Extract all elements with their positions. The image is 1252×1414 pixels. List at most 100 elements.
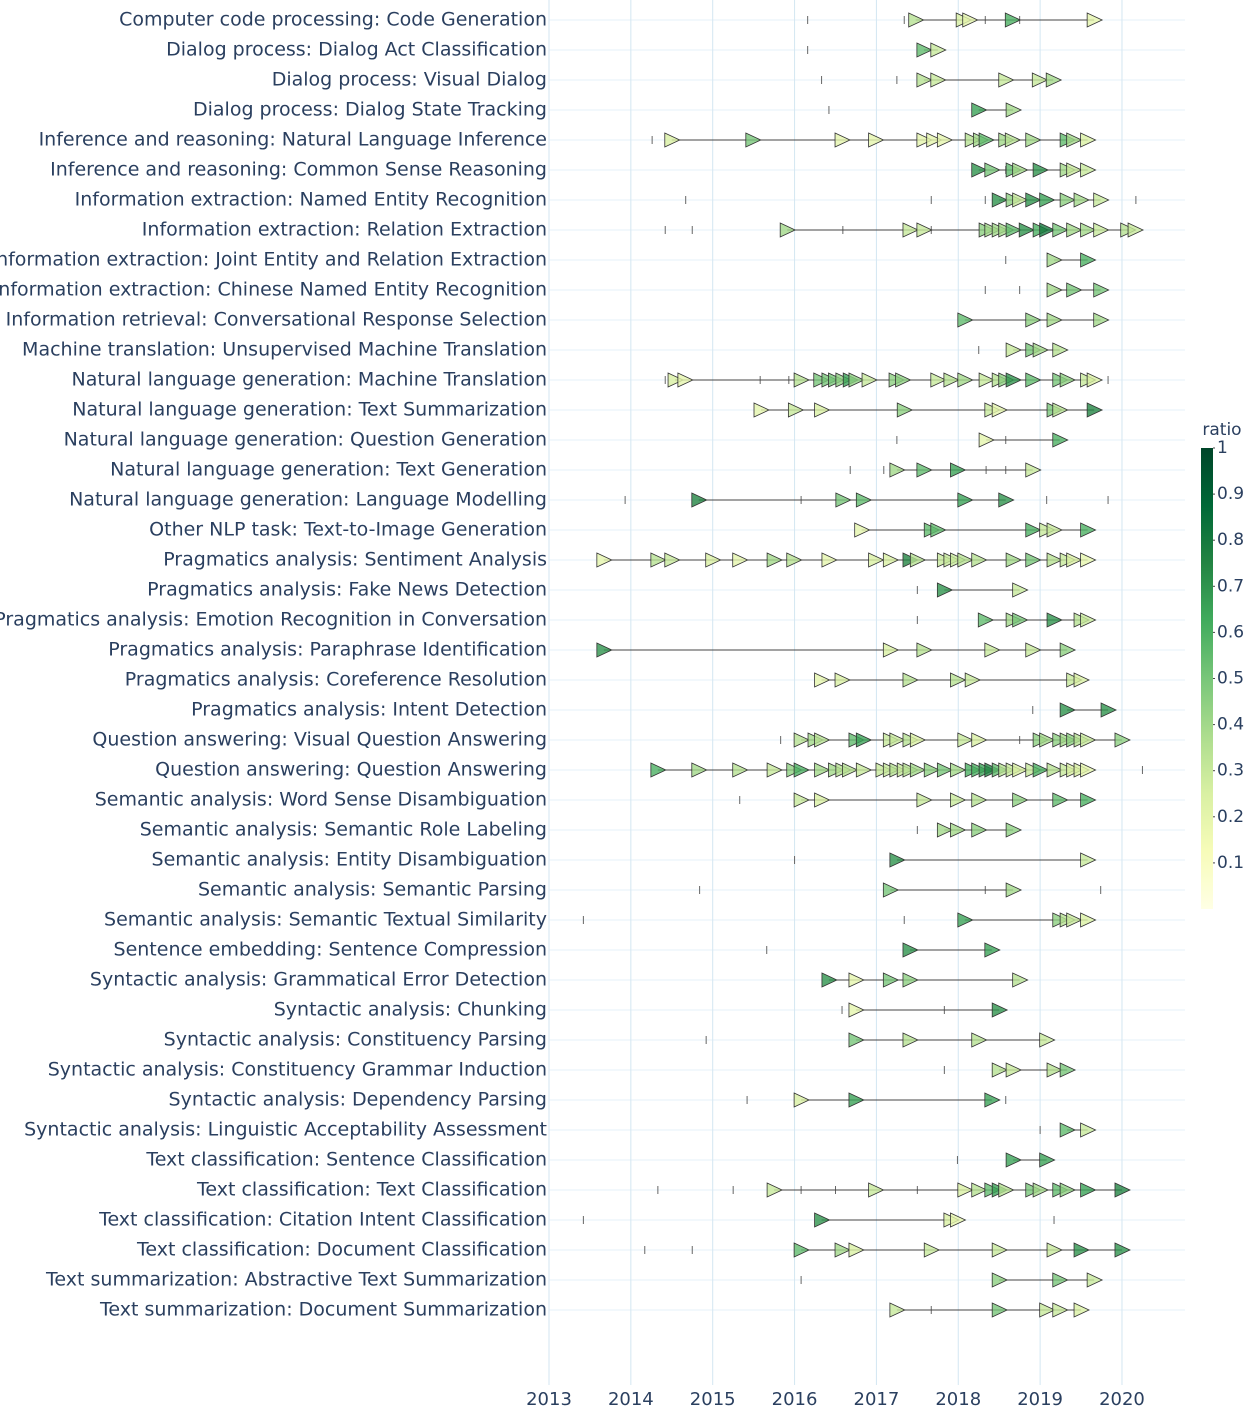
x-tick-label: 2013 bbox=[526, 1389, 572, 1410]
sota-marker bbox=[971, 102, 988, 118]
sota-marker bbox=[909, 762, 927, 778]
sota-marker bbox=[1025, 522, 1042, 538]
sota-marker bbox=[1086, 1272, 1104, 1288]
sota-marker bbox=[926, 132, 943, 148]
sota-marker bbox=[1005, 822, 1023, 838]
y-tick-label: Text classification: Citation Intent Cla… bbox=[98, 1209, 547, 1231]
y-tick-label: Syntactic analysis: Dependency Parsing bbox=[169, 1089, 547, 1111]
sota-marker bbox=[936, 582, 954, 598]
sota-marker bbox=[1066, 132, 1083, 148]
sota-marker bbox=[1093, 312, 1110, 328]
x-tick-label: 2017 bbox=[854, 1389, 900, 1410]
colorbar-tick-label: 0.2 bbox=[1217, 807, 1244, 827]
sota-marker bbox=[902, 972, 919, 988]
sota-marker bbox=[971, 552, 988, 568]
y-tick-label: Syntactic analysis: Grammatical Error De… bbox=[90, 969, 547, 991]
sota-marker bbox=[1093, 282, 1110, 298]
sota-marker bbox=[855, 762, 873, 778]
sota-marker bbox=[1086, 402, 1104, 418]
sota-marker bbox=[957, 312, 974, 328]
y-tick-label: Computer code processing: Code Generatio… bbox=[119, 9, 547, 31]
sota-marker bbox=[821, 552, 838, 568]
sota-marker bbox=[1005, 882, 1023, 898]
colorbar-tick-label: 0.1 bbox=[1217, 853, 1244, 873]
y-tick-label: Information retrieval: Conversational Re… bbox=[6, 309, 547, 331]
sota-marker bbox=[1032, 162, 1050, 178]
sota-marker bbox=[902, 672, 919, 688]
sota-marker bbox=[936, 762, 954, 778]
sota-marker bbox=[1073, 1242, 1090, 1258]
sota-marker bbox=[1059, 702, 1077, 718]
sota-marker bbox=[971, 732, 988, 748]
sota-marker bbox=[930, 522, 947, 538]
sota-marker bbox=[691, 492, 708, 508]
sota-marker bbox=[1046, 282, 1063, 298]
sota-marker bbox=[1080, 552, 1097, 568]
sota-marker bbox=[1052, 1302, 1069, 1318]
sota-marker bbox=[991, 1062, 1009, 1078]
sota-marker bbox=[916, 792, 933, 808]
sota-marker bbox=[664, 132, 681, 148]
sota-marker bbox=[1073, 192, 1090, 208]
sota-marker bbox=[978, 372, 996, 388]
sota-marker bbox=[936, 822, 954, 838]
sota-marker bbox=[984, 942, 1001, 958]
y-tick-label: Natural language generation: Question Ge… bbox=[64, 429, 547, 451]
sota-marker bbox=[991, 402, 1009, 418]
y-tick-label: Syntactic analysis: Linguistic Acceptabi… bbox=[24, 1119, 547, 1141]
sota-marker bbox=[848, 372, 865, 388]
sota-marker bbox=[1032, 342, 1050, 358]
sota-marker bbox=[1005, 222, 1023, 238]
sota-marker bbox=[1005, 1062, 1023, 1078]
sota-marker bbox=[835, 492, 852, 508]
sota-marker bbox=[1080, 792, 1097, 808]
sota-marker bbox=[882, 642, 900, 658]
y-tick-label: Semantic analysis: Semantic Role Labelin… bbox=[140, 819, 547, 841]
sota-marker bbox=[1012, 612, 1029, 628]
sota-marker bbox=[753, 402, 770, 418]
x-tick-label: 2019 bbox=[1017, 1389, 1063, 1410]
y-tick-label: Machine translation: Unsupervised Machin… bbox=[22, 339, 547, 361]
sota-marker bbox=[1073, 672, 1090, 688]
sota-marker bbox=[814, 762, 831, 778]
sota-marker bbox=[793, 762, 811, 778]
sota-marker bbox=[1052, 432, 1069, 448]
sota-marker bbox=[868, 552, 885, 568]
sota-marker bbox=[930, 72, 947, 88]
sota-marker bbox=[984, 642, 1001, 658]
sota-marker bbox=[1052, 222, 1069, 238]
y-tick-label: Text summarization: Document Summarizati… bbox=[99, 1299, 547, 1321]
sota-marker bbox=[814, 402, 831, 418]
sota-marker bbox=[1025, 132, 1042, 148]
sota-marker bbox=[1046, 762, 1063, 778]
sota-marker bbox=[732, 552, 749, 568]
sota-marker bbox=[1005, 372, 1023, 388]
sota-marker bbox=[848, 1242, 865, 1258]
y-tick-label: Natural language generation: Text Summar… bbox=[72, 399, 547, 421]
sota-marker bbox=[1025, 372, 1042, 388]
sota-marker bbox=[1059, 1182, 1077, 1198]
sota-marker bbox=[998, 492, 1015, 508]
x-tick-label: 2018 bbox=[935, 1389, 981, 1410]
sota-marker bbox=[1093, 192, 1110, 208]
sota-marker bbox=[596, 642, 613, 658]
sota-marker bbox=[1114, 1242, 1131, 1258]
sota-marker bbox=[691, 762, 708, 778]
sota-marker bbox=[971, 1032, 988, 1048]
sota-marker bbox=[855, 492, 873, 508]
sota-marker bbox=[1073, 1302, 1090, 1318]
sota-marker bbox=[834, 132, 851, 148]
sota-marker bbox=[882, 972, 900, 988]
sota-marker bbox=[1052, 1272, 1069, 1288]
sota-marker bbox=[957, 552, 974, 568]
sota-marker bbox=[766, 552, 784, 568]
sota-marker bbox=[814, 1212, 831, 1228]
sota-marker bbox=[1080, 522, 1097, 538]
sota-marker bbox=[950, 672, 967, 688]
sota-marker bbox=[1012, 762, 1029, 778]
sota-marker bbox=[882, 552, 900, 568]
y-tick-label: Dialog process: Visual Dialog bbox=[272, 69, 547, 91]
sota-marker bbox=[1052, 402, 1069, 418]
y-tick-label: Text classification: Sentence Classifica… bbox=[145, 1149, 547, 1171]
sota-marker bbox=[814, 732, 831, 748]
